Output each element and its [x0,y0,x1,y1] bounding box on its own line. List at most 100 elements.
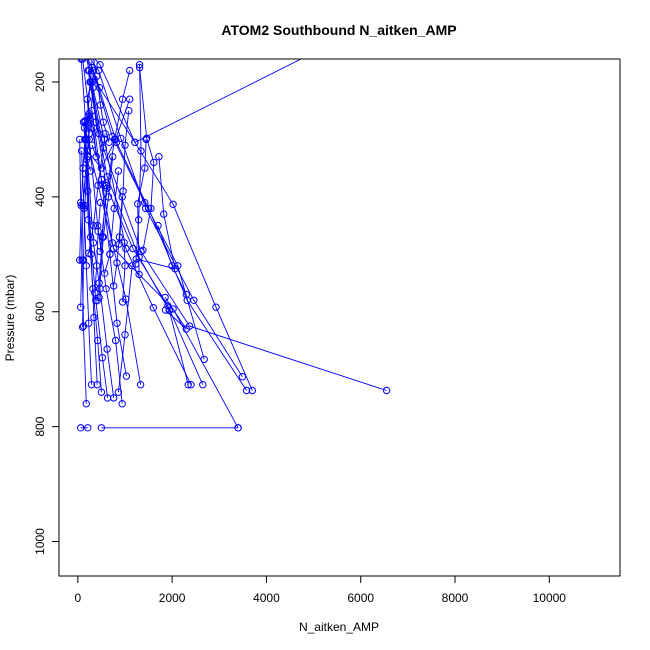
series-line-41 [164,297,187,330]
y-axis-label: Pressure (mbar) [3,275,17,362]
data-point-28-1 [132,260,140,268]
data-point-39-3 [81,135,89,144]
data-point-31-2 [97,164,106,172]
x-tick-label-10000: 10000 [533,591,567,605]
data-point-42-1 [182,290,191,299]
data-point-29-4 [155,153,163,161]
data-point-25-4 [118,95,127,103]
x-tick-label-6000: 6000 [347,591,374,605]
series-line-19 [81,150,92,385]
data-point-29-3 [160,210,168,218]
data-point-27-3 [141,164,149,172]
data-point-32-3 [94,181,102,190]
data-point-8-2 [190,296,198,304]
chart-title: ATOM2 Southbound N_aitken_AMP [221,22,456,38]
data-point-46-3 [83,95,92,103]
series-line-35 [113,196,123,286]
data-point-19-5 [77,147,86,155]
data-point-23-3 [81,201,89,210]
data-point-15-1 [118,400,126,408]
series-line-12 [87,70,204,385]
data-point-41-1 [161,306,170,314]
x-axis-label: N_aitken_AMP [299,620,379,634]
data-point-5-2 [84,424,92,432]
series-line-2 [86,59,387,391]
x-axis: 0 2000 4000 6000 8000 10000 [75,575,567,605]
series-line-29 [136,156,176,270]
series-line-15 [88,139,123,404]
data-point-9-3 [141,198,149,207]
data-point-33-3 [110,204,118,213]
data-point-35-3 [115,233,124,241]
series-line-24 [79,81,91,261]
series-line-26 [139,67,155,251]
data-point-10-2 [149,304,158,312]
data-point-42-2 [168,262,176,270]
data-point-29-1 [132,255,141,263]
data-point-33-1 [101,269,109,277]
data-point-14-4 [97,175,106,184]
data-point-28-4 [135,60,144,69]
data-point-14-2 [113,319,121,327]
plot-frame [58,58,621,577]
y-tick-label-400: 400 [33,187,47,207]
data-point-31-3 [111,135,120,144]
y-tick-label-600: 600 [33,301,47,321]
data-point-35-2 [113,259,121,267]
series-line-27 [137,139,147,275]
data-point-22-1 [77,303,85,311]
data-point-44-1 [95,130,103,138]
x-tick-label-2000: 2000 [159,591,186,605]
data-point-6-4 [131,138,139,147]
data-point-27-1 [135,270,143,279]
data-point-32-1 [85,249,93,257]
series-line-17 [85,139,109,398]
data-point-18-2 [94,336,102,345]
data-point-39-1 [86,167,95,175]
data-point-25-2 [103,184,111,193]
data-point-38-3 [128,262,136,270]
data-point-46-4 [87,78,95,86]
data-point-6-2 [212,303,220,311]
series-line-46 [84,81,92,122]
data-point-40-3 [120,239,128,247]
data-point-26-3 [150,158,158,167]
data-point-45-2 [99,118,108,126]
series-line-23 [82,113,90,328]
data-point-36-4 [102,181,111,190]
series-line-9 [91,67,205,360]
data-point-28-2 [135,216,143,224]
data-point-43-3 [92,153,100,161]
data-point-39-2 [83,155,91,164]
data-point-40-1 [118,298,127,306]
series-line-6 [94,59,253,391]
data-point-36-3 [98,233,107,241]
data-point-7-6 [82,50,88,56]
data-point-33-4 [114,167,123,175]
data-point-23-2 [79,256,88,264]
data-point-28-3 [137,147,145,155]
data-point-23-1 [78,323,87,331]
data-point-45-4 [93,72,101,80]
series-line-34 [98,156,114,298]
data-point-6-3 [169,200,177,209]
data-point-37-3 [94,227,102,236]
data-point-41-2 [182,325,191,333]
data-point-24-1 [76,256,84,264]
y-tick-label-200: 200 [33,72,47,92]
data-point-16-2 [103,345,111,353]
data-point-7-1 [242,386,251,395]
data-point-14-1 [122,372,131,380]
data-point-18-1 [97,388,106,396]
data-point-2-5 [84,59,89,60]
data-point-32-2 [89,221,98,230]
data-point-36-1 [93,297,101,305]
series-line-10 [88,70,192,385]
data-point-12-1 [199,381,207,389]
data-point-27-4 [142,135,150,144]
data-point-2-1 [382,386,391,395]
series-line-32 [88,133,106,254]
data-point-43-4 [88,141,96,149]
data-point-24-2 [77,201,85,210]
data-point-17-1 [103,394,112,402]
